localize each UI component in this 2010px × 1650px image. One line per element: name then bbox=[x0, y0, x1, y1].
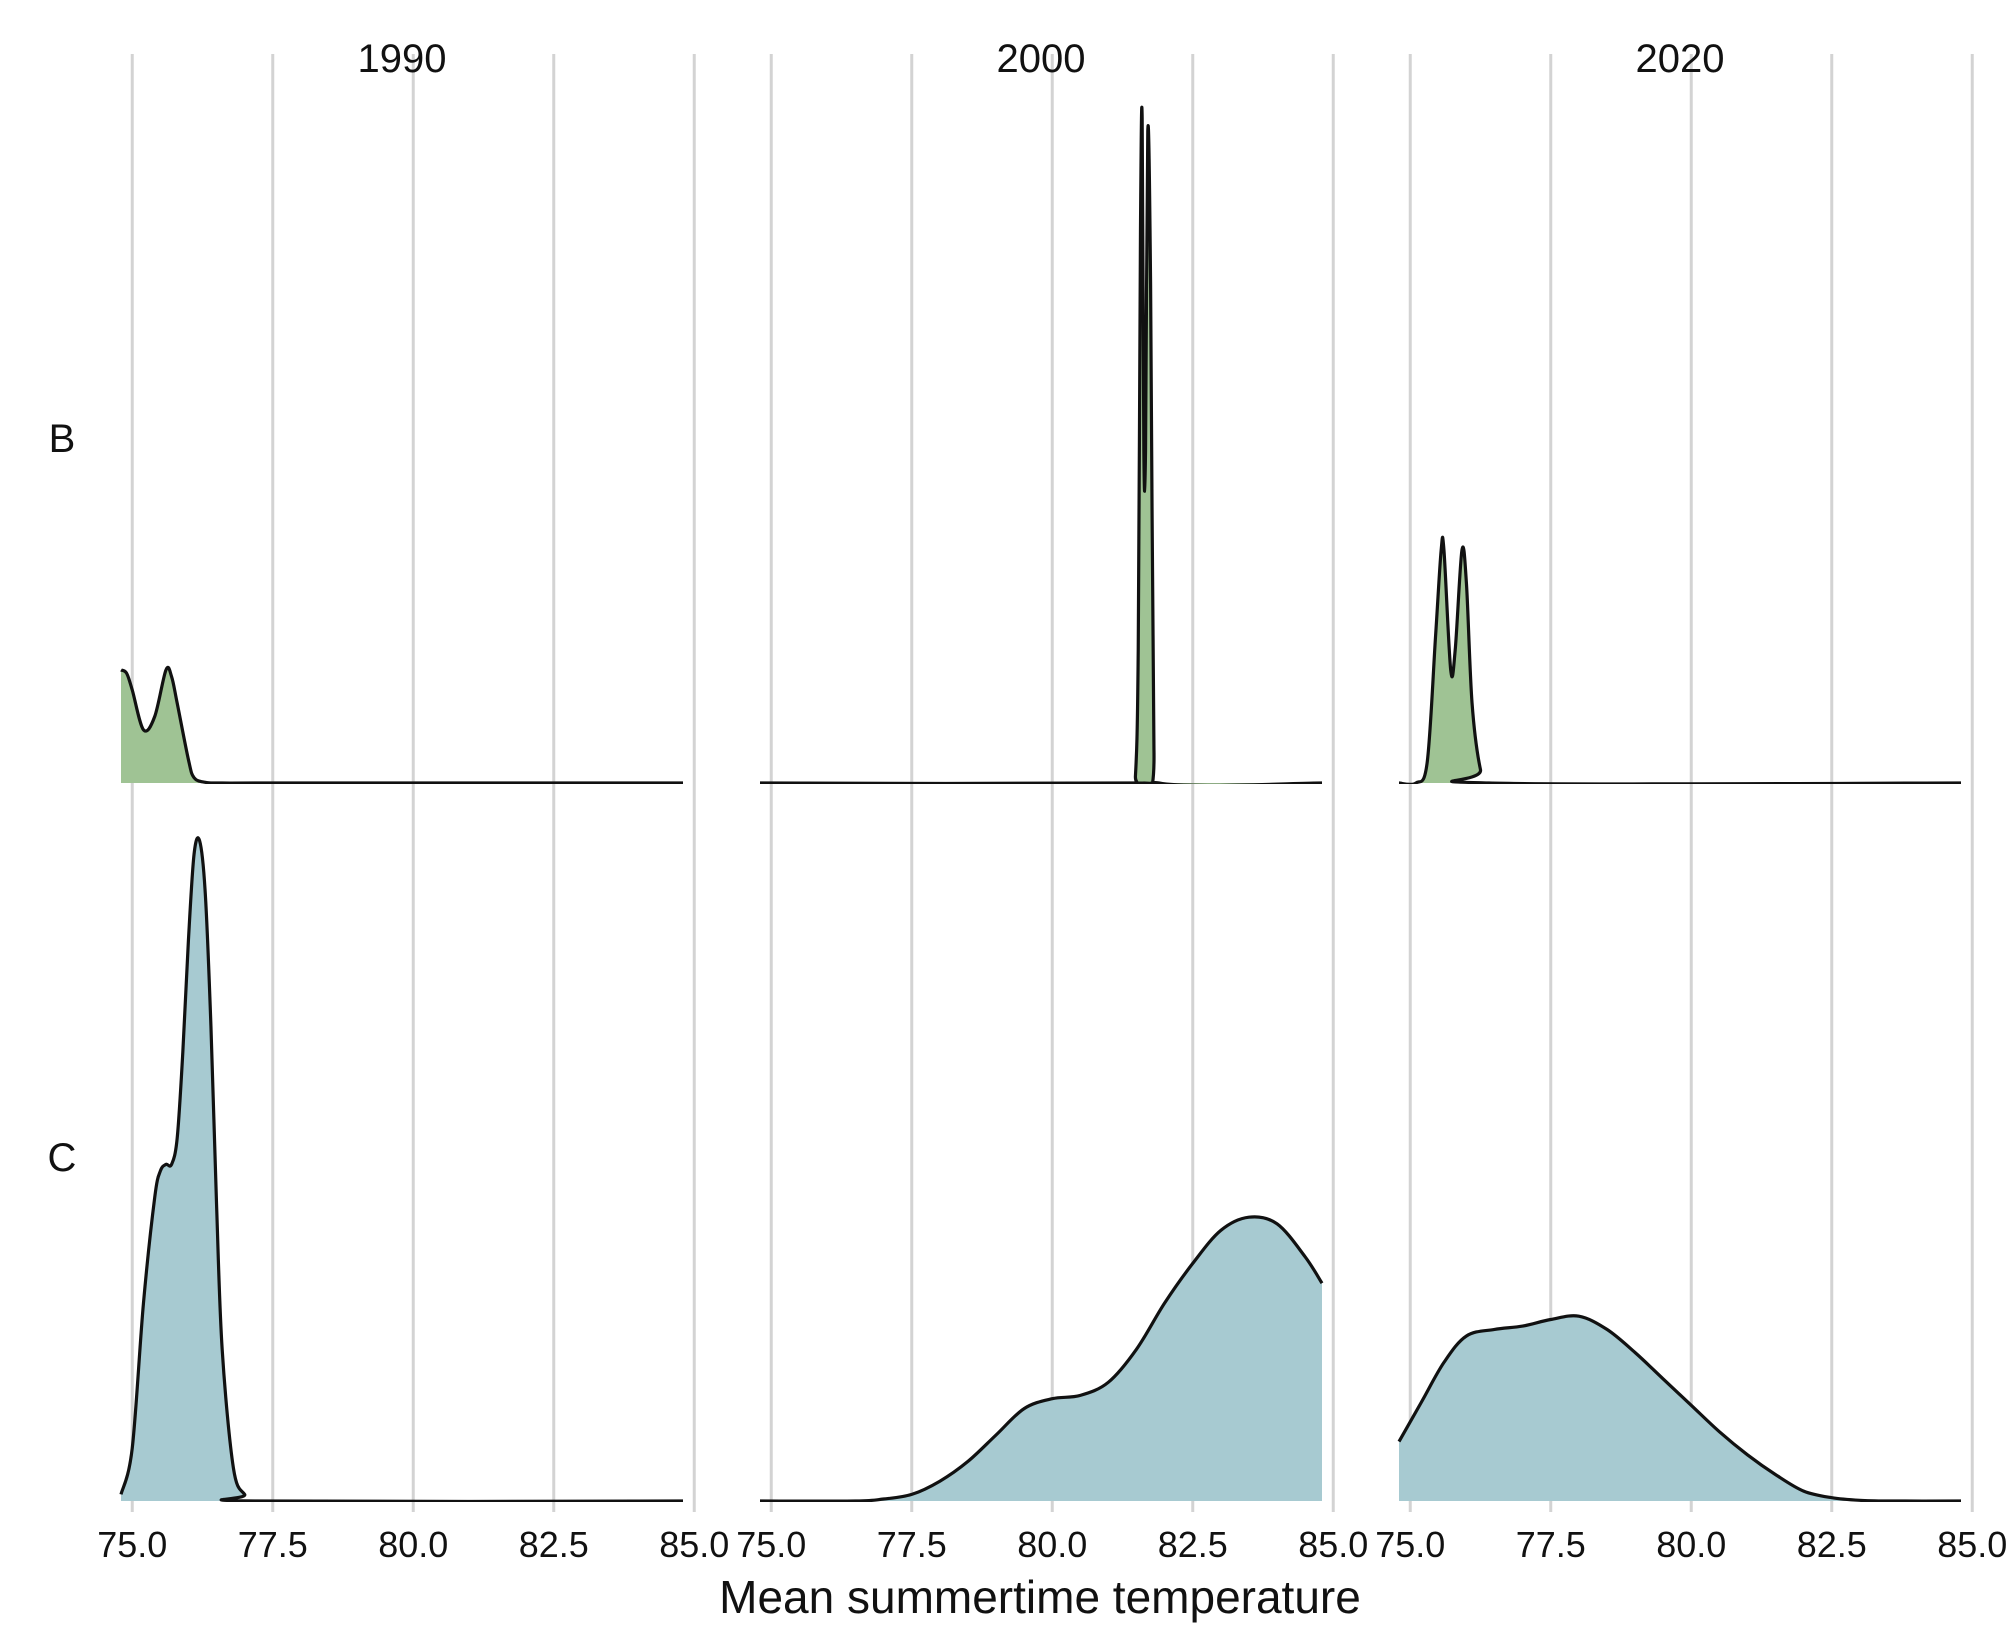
x-tick-label-1990-75.0: 75.0 bbox=[97, 1524, 167, 1565]
x-tick-label-2000-77.5: 77.5 bbox=[877, 1524, 947, 1565]
density-outline-B-1990 bbox=[120, 665, 683, 784]
density-outline-B-2020 bbox=[1398, 535, 1962, 784]
density-outline-C-1990 bbox=[119, 836, 684, 1502]
column-title-1990: 1990 bbox=[358, 37, 447, 81]
density-panel-C-2000 bbox=[759, 1215, 1324, 1502]
density-areas bbox=[119, 105, 1962, 1502]
row-label-B: B bbox=[49, 417, 76, 461]
x-tick-label-2000-80.0: 80.0 bbox=[1017, 1524, 1087, 1565]
density-panel-C-1990 bbox=[119, 836, 684, 1502]
density-area-B-1990 bbox=[121, 667, 683, 784]
x-tick-label-1990-82.5: 82.5 bbox=[519, 1524, 589, 1565]
x-tick-label-2000-82.5: 82.5 bbox=[1158, 1524, 1228, 1565]
density-area-B-2000 bbox=[760, 107, 1322, 784]
density-panel-C-2020 bbox=[1397, 1314, 1962, 1502]
x-tick-label-2020-82.5: 82.5 bbox=[1797, 1524, 1867, 1565]
density-outline-B-2000 bbox=[759, 105, 1323, 784]
density-area-C-1990 bbox=[121, 837, 683, 1502]
x-tick-label-2000-85.0: 85.0 bbox=[1298, 1524, 1368, 1565]
density-panel-B-2020 bbox=[1398, 535, 1962, 784]
x-tick-label-2020-85.0: 85.0 bbox=[1937, 1524, 2007, 1565]
density-panel-B-1990 bbox=[120, 665, 683, 784]
x-tick-label-2020-77.5: 77.5 bbox=[1516, 1524, 1586, 1565]
x-tick-label-2000-75.0: 75.0 bbox=[736, 1524, 806, 1565]
x-tick-label-1990-85.0: 85.0 bbox=[659, 1524, 729, 1565]
density-outline-C-2020 bbox=[1397, 1314, 1962, 1502]
x-tick-label-1990-80.0: 80.0 bbox=[378, 1524, 448, 1565]
x-tick-label-2020-80.0: 80.0 bbox=[1656, 1524, 1726, 1565]
x-axis-title: Mean summertime temperature bbox=[719, 1571, 1361, 1623]
column-title-2020: 2020 bbox=[1636, 37, 1725, 81]
x-tick-label-1990-77.5: 77.5 bbox=[238, 1524, 308, 1565]
density-area-C-2000 bbox=[760, 1216, 1322, 1502]
density-area-C-2020 bbox=[1399, 1315, 1961, 1502]
x-tick-label-2020-75.0: 75.0 bbox=[1375, 1524, 1445, 1565]
column-title-2000: 2000 bbox=[997, 37, 1086, 81]
density-panel-B-2000 bbox=[759, 105, 1323, 784]
density-outline-C-2000 bbox=[759, 1215, 1324, 1502]
density-area-B-2020 bbox=[1399, 537, 1961, 784]
row-label-C: C bbox=[48, 1136, 77, 1180]
